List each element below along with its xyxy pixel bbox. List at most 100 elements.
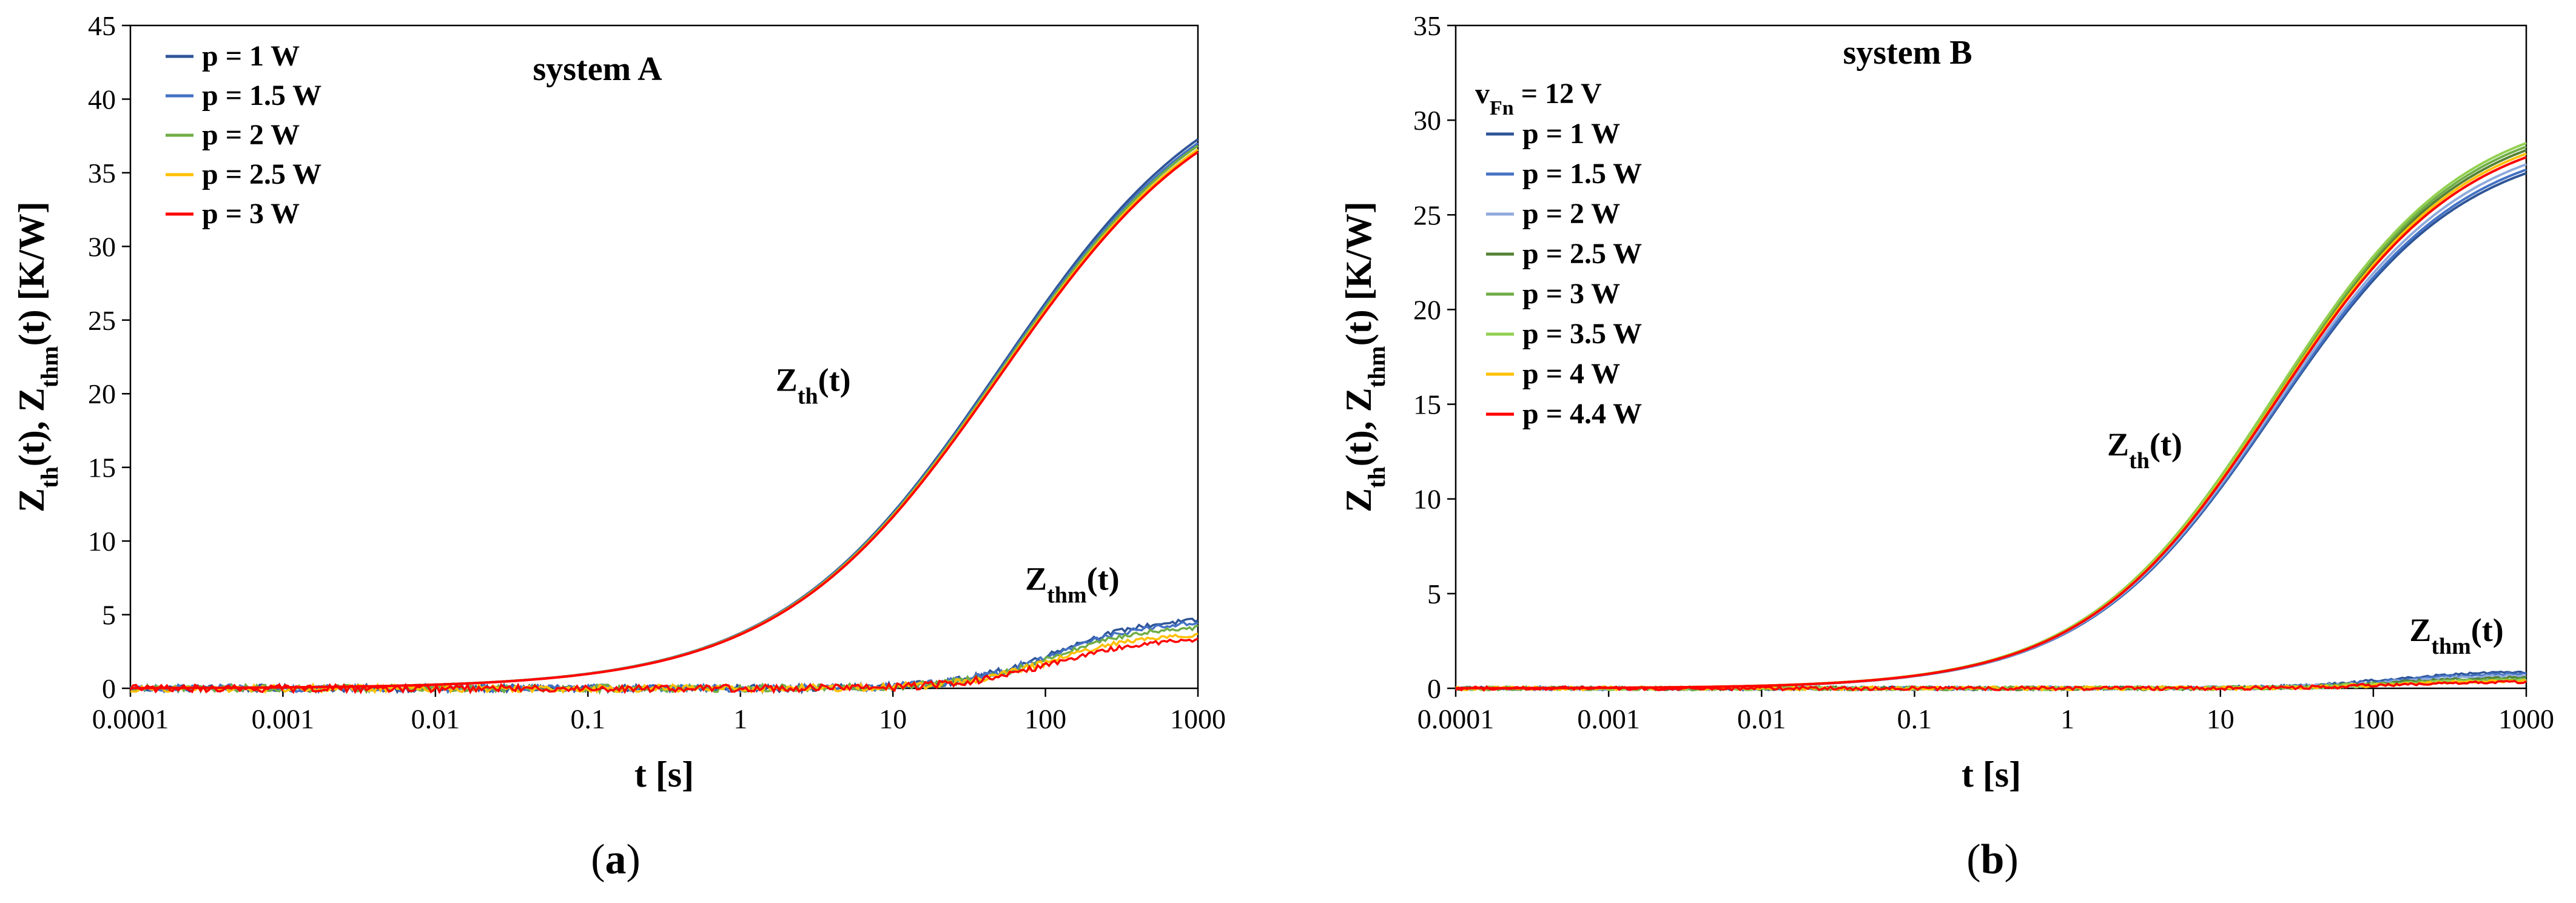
panel-b-caption-letter: b bbox=[1981, 836, 2005, 883]
panel-a-legend-label-4: p = 2.5 W bbox=[202, 158, 321, 190]
panel-a-x-tick-label: 0.01 bbox=[411, 703, 460, 734]
panel-a-annotation-zthm-sub: thm bbox=[1047, 582, 1086, 608]
panel-b-legend-label-3: p = 2 W bbox=[1522, 198, 1620, 230]
panel-b-caption-open: ( bbox=[1966, 836, 1980, 883]
panel-a-x-tick-label: 0.0001 bbox=[92, 703, 169, 734]
panel-a-x-tick-label: 1 bbox=[733, 703, 747, 734]
panel-a-y-label-z1: Z bbox=[12, 488, 52, 512]
panel-b-x-axis-label: t [s] bbox=[1962, 754, 2021, 794]
panel-a-y-tick-label: 0 bbox=[102, 673, 116, 704]
panel-a-y-tick-label: 20 bbox=[88, 378, 116, 409]
panel-b-zth-curve-series-8 bbox=[1456, 156, 2527, 690]
panel-a-caption-open: ( bbox=[591, 836, 605, 883]
panel-b-x-tick-label: 100 bbox=[2352, 703, 2394, 734]
panel-b-x-tick-label: 1 bbox=[2060, 703, 2074, 734]
panel-b-y-tick-label: 25 bbox=[1413, 200, 1441, 230]
panel-a-y-tick-label: 30 bbox=[88, 231, 116, 262]
panel-b-annotation-zthm-sub: thm bbox=[2431, 634, 2470, 659]
panel-b-y-tick-label: 15 bbox=[1413, 389, 1441, 420]
panel-b-caption-close: ) bbox=[2004, 836, 2018, 883]
panel-a-annotation-zth: Zth(t) bbox=[776, 361, 851, 409]
panel-b-annotation-zthm: Zthm(t) bbox=[2409, 612, 2503, 659]
panel-a-y-label-sub-thm: thm bbox=[36, 346, 63, 388]
panel-b-x-tick-label: 10 bbox=[2207, 703, 2235, 734]
panel-b-x-tick-label: 0.1 bbox=[1897, 703, 1932, 734]
panel-b-legend-label-4: p = 2.5 W bbox=[1522, 238, 1642, 270]
panel-a-annotation-zth-sub: th bbox=[798, 383, 818, 409]
panel-a-chart: 0 5 10 15 20 25 30 35 40 45 0.0001 0.001 0.01 0.1 1 10 1… bbox=[12, 10, 1226, 883]
panel-a-annotation-zth-base: Z bbox=[776, 361, 798, 398]
panel-b-legend-label-8: p = 4.4 W bbox=[1522, 398, 1642, 430]
panel-b-legend-header: vFn = 12 V bbox=[1475, 78, 1602, 119]
panel-a-legend-label-2: p = 1.5 W bbox=[202, 79, 321, 112]
panel-b-y-tick-label: 0 bbox=[1427, 673, 1441, 704]
panel-b-caption: (b) bbox=[1966, 836, 2019, 883]
panel-a-zthm-curve-series-5 bbox=[129, 637, 1199, 694]
panel-a-zth-curve-series-5 bbox=[130, 150, 1199, 690]
panel-b-x-tick-label: 1000 bbox=[2498, 703, 2554, 734]
panel-b-y-label-sub-th: th bbox=[1363, 466, 1390, 488]
panel-a-caption-close: ) bbox=[627, 836, 641, 883]
panel-a-x-tick-label: 100 bbox=[1024, 703, 1066, 734]
panel-b-x-tick-label: 0.001 bbox=[1577, 703, 1640, 734]
panel-b-y-label-z2: Z bbox=[1339, 388, 1379, 412]
panel-b-y-label-z1: Z bbox=[1339, 488, 1379, 512]
panel-b-x-tick-label: 0.0001 bbox=[1417, 703, 1495, 734]
panel-b-legend-header-v: v bbox=[1475, 78, 1490, 110]
panel-a-caption-letter: a bbox=[605, 836, 627, 883]
panel-b-y-label-part2: (t) [K/W] bbox=[1339, 201, 1379, 346]
panel-b-legend-label-1: p = 1 W bbox=[1522, 118, 1620, 150]
panel-a-x-tick-label: 0.1 bbox=[571, 703, 606, 734]
panel-a-y-tick-label: 15 bbox=[88, 452, 116, 483]
panel-a-y-label-sub-th: th bbox=[36, 466, 63, 488]
panel-b-chart: 0 5 10 15 20 25 30 35 0.0001 0.001 0.01 0.1 1 10 100 10… bbox=[1339, 10, 2554, 883]
panel-b-system-title: system B bbox=[1843, 34, 1972, 72]
panel-b-annotation-zth-suffix: (t) bbox=[2150, 426, 2182, 463]
panel-b-legend-label-5: p = 3 W bbox=[1522, 278, 1620, 310]
panel-a-x-tick-label: 1000 bbox=[1170, 703, 1226, 734]
panel-b-legend-label-6: p = 3.5 W bbox=[1522, 318, 1642, 350]
panel-b-legend-header-text: = 12 V bbox=[1514, 78, 1602, 110]
panel-a-legend-label-3: p = 2 W bbox=[202, 119, 300, 151]
panel-a-x-axis-label: t [s] bbox=[634, 754, 694, 794]
panel-a-annotation-zthm: Zthm(t) bbox=[1025, 560, 1119, 608]
panel-a-y-tick-label: 40 bbox=[88, 84, 116, 115]
panel-b-annotation-zth-sub: th bbox=[2129, 448, 2150, 474]
panel-a-legend-label-5: p = 3 W bbox=[202, 198, 300, 230]
panel-a-annotation-zth-suffix: (t) bbox=[818, 361, 851, 398]
panel-b-annotation-zthm-suffix: (t) bbox=[2471, 612, 2504, 648]
panel-a-y-tick-label: 45 bbox=[88, 10, 116, 41]
panel-b-y-axis-label: Zth(t), Zthm(t) [K/W] bbox=[1339, 201, 1390, 512]
panel-b-legend-label-2: p = 1.5 W bbox=[1522, 158, 1642, 190]
panel-b-legend-header-sub: Fn bbox=[1490, 97, 1514, 119]
panel-a-legend-label-1: p = 1 W bbox=[202, 40, 300, 72]
panel-a-y-axis-label: Zth(t), Zthm(t) [K/W] bbox=[12, 201, 63, 512]
panel-a-y-tick-label: 35 bbox=[88, 158, 116, 189]
panel-b-y-label-part1: (t), bbox=[1339, 412, 1379, 466]
panel-b-y-tick-label: 20 bbox=[1413, 294, 1441, 325]
panel-a-caption: (a) bbox=[591, 836, 641, 883]
panel-a-y-tick-label: 25 bbox=[88, 305, 116, 336]
panel-b-y-tick-label: 35 bbox=[1413, 10, 1441, 41]
panel-a-y-label-part2: (t) [K/W] bbox=[12, 201, 52, 346]
panel-b-y-tick-label: 10 bbox=[1413, 484, 1441, 515]
panel-a-y-tick-label: 10 bbox=[88, 526, 116, 557]
panel-b-y-tick-label: 30 bbox=[1413, 105, 1441, 136]
panel-b-legend-label-7: p = 4 W bbox=[1522, 358, 1620, 390]
panel-a-system-title: system A bbox=[533, 50, 662, 88]
panel-a-y-label-z2: Z bbox=[12, 388, 52, 412]
panel-a-y-tick-label: 5 bbox=[102, 600, 116, 631]
panel-b-y-tick-label: 5 bbox=[1427, 579, 1441, 609]
panel-a-y-label-part1: (t), bbox=[12, 412, 52, 466]
panel-a-x-tick-label: 0.001 bbox=[252, 703, 315, 734]
panel-b-zthm-curve-series-8 bbox=[1455, 680, 2527, 692]
panel-b-y-label-sub-thm: thm bbox=[1363, 346, 1390, 388]
panel-b-x-tick-label: 0.01 bbox=[1737, 703, 1786, 734]
panel-b-annotation-zth: Zth(t) bbox=[2107, 426, 2182, 474]
panel-a-x-tick-label: 10 bbox=[879, 703, 907, 734]
panel-a-annotation-zthm-suffix: (t) bbox=[1087, 560, 1120, 597]
panel-a-annotation-zthm-base: Z bbox=[1025, 560, 1047, 597]
panel-b-annotation-zth-base: Z bbox=[2107, 426, 2129, 463]
